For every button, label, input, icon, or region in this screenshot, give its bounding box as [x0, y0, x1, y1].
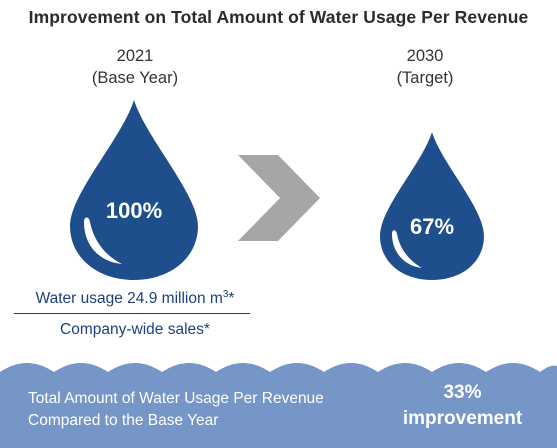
target-percent: 67%	[409, 214, 455, 239]
water-drop-icon	[380, 132, 484, 280]
formula-denominator: Company-wide sales*	[60, 321, 210, 338]
base-year-label: (Base Year)	[91, 69, 179, 87]
numerator-asterisk: *	[228, 290, 235, 307]
summary-description: Total Amount of Water Usage Per Revenue …	[28, 388, 324, 432]
base-water-drop: 100%	[62, 98, 206, 282]
summary-line-2: Compared to the Base Year	[28, 412, 219, 429]
base-year: 2021	[116, 47, 154, 65]
chevron-right-icon	[238, 155, 320, 241]
summary-wave-band	[0, 352, 557, 448]
fraction-divider	[14, 313, 250, 314]
base-year-heading: 2021 (Base Year)	[70, 45, 200, 89]
summary-line-1: Total Amount of Water Usage Per Revenue	[28, 390, 324, 407]
target-water-drop: 67%	[374, 130, 490, 282]
formula-numerator: Water usage 24.9 million m3*	[10, 289, 260, 308]
numerator-superscript: 3	[222, 289, 229, 300]
numerator-text: Water usage 24.9 million m	[35, 290, 223, 307]
base-percent: 100%	[105, 198, 163, 223]
summary-result: 33% improvement	[390, 380, 535, 432]
page-title: Improvement on Total Amount of Water Usa…	[28, 7, 529, 27]
improvement-label: improvement	[402, 408, 523, 429]
target-year-heading: 2030 (Target)	[360, 45, 490, 89]
improvement-percent: 33%	[443, 382, 482, 403]
target-year: 2030	[406, 47, 444, 65]
water-drop-icon	[70, 100, 198, 280]
target-year-label: (Target)	[396, 69, 454, 87]
